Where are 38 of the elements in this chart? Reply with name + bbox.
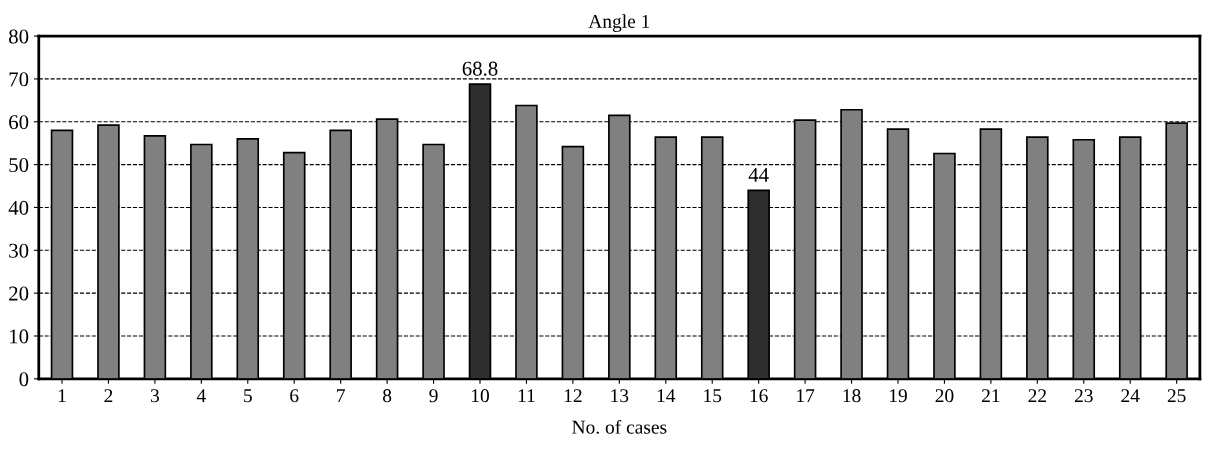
x-tick-label: 18 bbox=[843, 389, 861, 403]
y-tick-label: 0 bbox=[19, 372, 29, 387]
x-tick-label: 19 bbox=[889, 389, 907, 403]
x-tick-label: 24 bbox=[1121, 389, 1140, 403]
x-tick-label: 2 bbox=[104, 389, 113, 403]
x-tick-label: 7 bbox=[337, 389, 345, 403]
x-tick-label: 9 bbox=[429, 389, 438, 403]
y-tick-label: 40 bbox=[8, 200, 29, 215]
x-tick-label: 22 bbox=[1028, 389, 1046, 403]
x-tick-label: 25 bbox=[1167, 389, 1186, 403]
x-tick-label: 11 bbox=[518, 389, 535, 403]
x-axis-title: No. of cases bbox=[572, 419, 667, 434]
x-tick-label: 3 bbox=[150, 389, 159, 403]
y-tick-label: 10 bbox=[10, 329, 29, 344]
x-tick-label: 4 bbox=[196, 389, 206, 403]
x-tick-label: 5 bbox=[244, 389, 252, 403]
x-tick-label: 20 bbox=[935, 389, 954, 403]
data-label: 68.8 bbox=[462, 61, 498, 76]
x-tick-label: 8 bbox=[382, 389, 392, 403]
y-tick-label: 50 bbox=[9, 157, 29, 173]
x-tick-label: 10 bbox=[471, 389, 489, 403]
x-tick-label: 21 bbox=[982, 389, 1000, 403]
y-tick-label: 30 bbox=[9, 243, 29, 258]
x-tick-label: 6 bbox=[290, 389, 299, 403]
x-tick-label: 16 bbox=[750, 389, 768, 403]
x-tick-label: 1 bbox=[58, 389, 66, 403]
y-tick-label: 20 bbox=[9, 286, 29, 301]
x-tick-label: 13 bbox=[611, 389, 629, 403]
y-tick-label: 80 bbox=[9, 29, 29, 44]
x-tick-label: 17 bbox=[797, 389, 815, 403]
chart-title: Angle 1 bbox=[588, 14, 650, 32]
y-tick-label: 70 bbox=[9, 72, 29, 87]
x-tick-label: 14 bbox=[657, 389, 676, 403]
data-label: 44 bbox=[748, 168, 769, 182]
y-tick-label: 60 bbox=[9, 115, 29, 130]
x-tick-label: 12 bbox=[564, 389, 582, 403]
x-tick-label: 15 bbox=[704, 389, 722, 403]
x-tick-label: 23 bbox=[1074, 389, 1093, 403]
